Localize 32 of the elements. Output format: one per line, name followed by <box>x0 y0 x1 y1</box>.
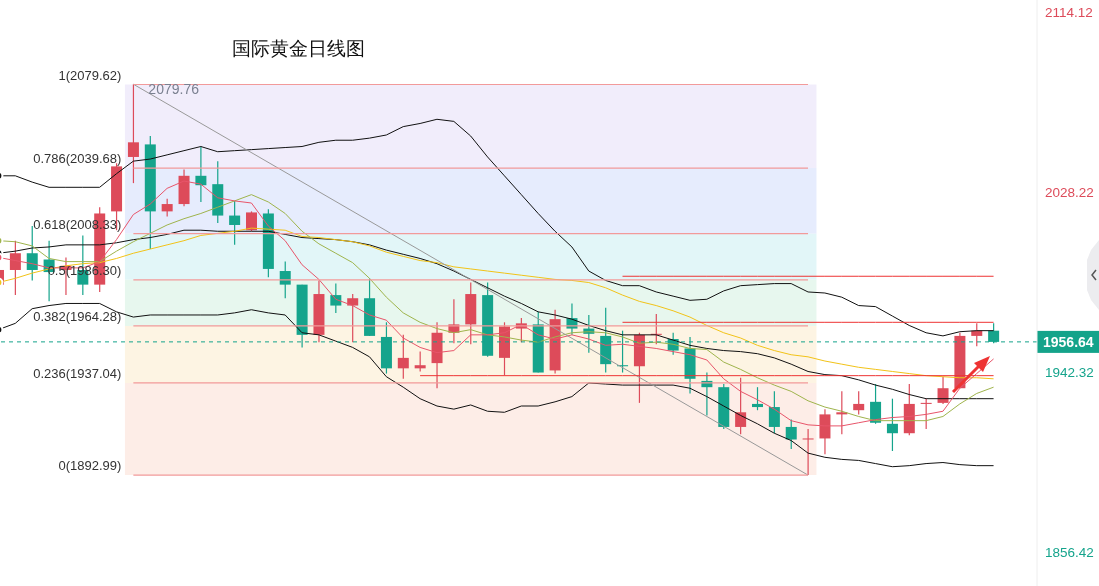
candlestick <box>279 261 291 299</box>
y-tick-label: 2114.12 <box>1045 5 1093 21</box>
y-tick-label: 1856.42 <box>1045 544 1094 560</box>
candlestick <box>971 322 983 347</box>
candlestick <box>802 428 814 476</box>
candlestick <box>414 351 426 373</box>
y-tick-label: 2028.22 <box>1045 185 1094 201</box>
candlestick <box>920 398 932 430</box>
candlestick <box>752 386 763 411</box>
candlestick <box>870 383 882 425</box>
ref-line-label: 0.236(1937.04) <box>33 365 122 381</box>
ref-line-label: 1(2079.62) <box>58 67 122 83</box>
candlestick <box>768 390 780 434</box>
candlestick <box>397 334 409 380</box>
annotation: 2079.76 <box>148 81 200 98</box>
y-tick-label: 1942.32 <box>1045 364 1094 380</box>
candlestick <box>886 398 898 452</box>
ref-line-label: 1956.64 <box>1043 333 1094 350</box>
candlestick <box>229 200 241 246</box>
candlestick <box>9 240 21 296</box>
candlestick <box>127 83 139 184</box>
ref-line-label: 0.786(2039.68) <box>33 151 122 167</box>
candlestick <box>853 390 865 415</box>
candlestick <box>246 210 257 232</box>
candlestick <box>330 282 342 314</box>
candlestick <box>347 293 359 343</box>
candlestick <box>735 377 747 435</box>
candlestick <box>785 419 797 450</box>
text: 国际黄金日线图 <box>232 37 365 61</box>
ref-line-label: 0(1892.99) <box>58 458 122 474</box>
candlestick <box>937 376 949 405</box>
ref-line-label: 0.382(1964.28) <box>33 308 122 324</box>
